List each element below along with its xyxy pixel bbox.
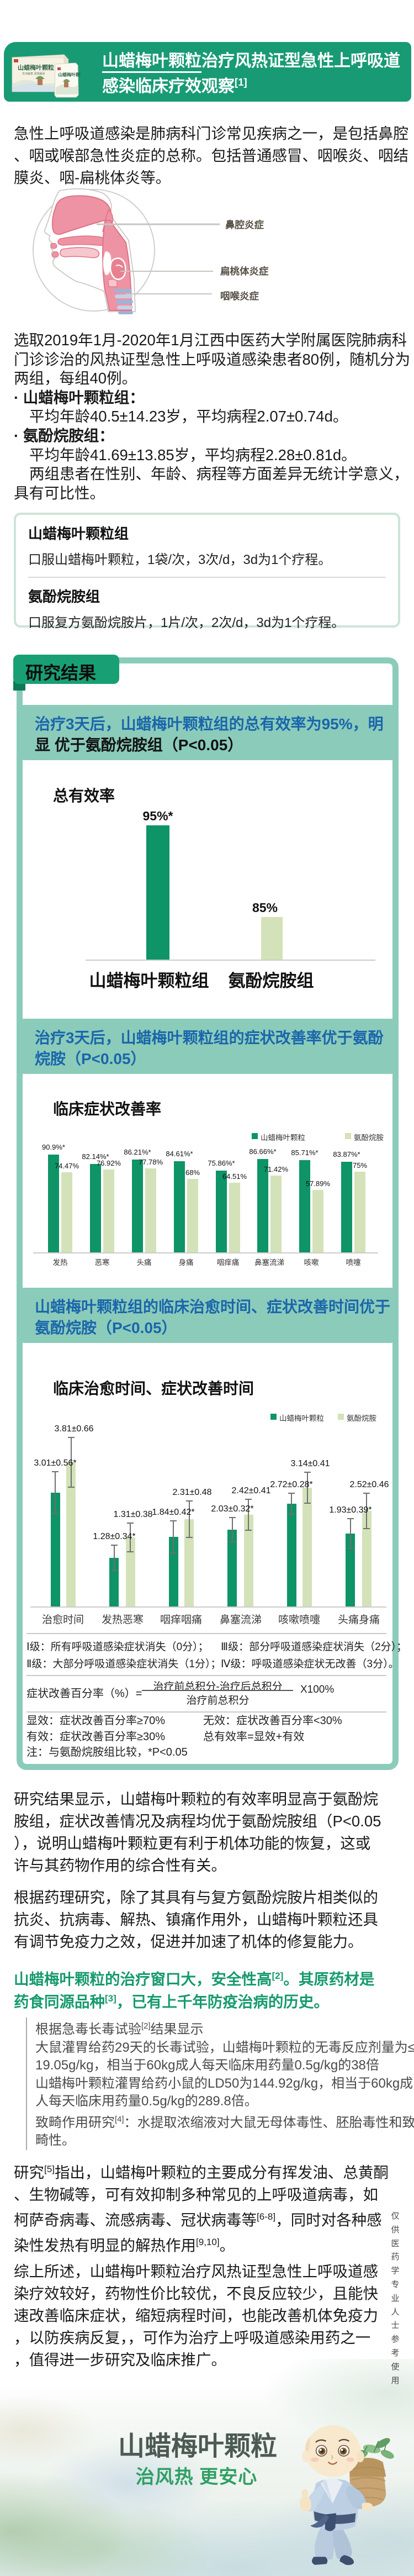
svg-text:扁桃体炎症: 扁桃体炎症 bbox=[220, 266, 269, 277]
svg-text:鼻腔炎症: 鼻腔炎症 bbox=[225, 219, 264, 230]
svg-text:辛凉解表 清热解毒: 辛凉解表 清热解毒 bbox=[22, 72, 45, 76]
svg-text:咽喉炎症: 咽喉炎症 bbox=[220, 291, 259, 302]
svg-text:山蜡梅叶颗粒: 山蜡梅叶颗粒 bbox=[58, 72, 81, 77]
svg-text:山蜡梅叶颗粒: 山蜡梅叶颗粒 bbox=[18, 64, 54, 71]
